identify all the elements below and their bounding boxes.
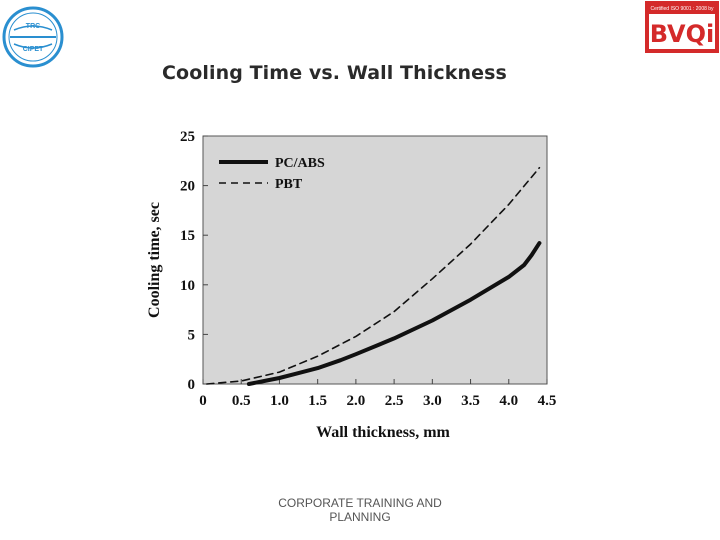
certification-text: Certified ISO 9001 : 2008 by <box>650 6 714 12</box>
y-tick-label: 25 <box>180 129 195 145</box>
footer: CORPORATE TRAINING AND PLANNING <box>250 496 470 524</box>
legend-label: PC/ABS <box>275 156 325 171</box>
slide-title: Cooling Time vs. Wall Thickness <box>162 62 507 84</box>
logo-text-top: TRC <box>26 23 40 30</box>
series-layer <box>206 166 542 386</box>
x-tick-label: 4.5 <box>538 393 557 409</box>
y-tick-label: 5 <box>188 327 196 343</box>
axis-ticks: 0 0.5 1.0 1.5 2.0 2.5 3.0 3.5 4.0 4.5 0 5 10 15 20 25 <box>180 129 556 409</box>
plot-area <box>202 135 548 385</box>
x-axis-title: Wall thickness, mm <box>316 424 450 440</box>
bvqi-logo-icon: Certified ISO 9001 : 2008 by BVQi <box>645 1 719 53</box>
x-tick-label: 0.5 <box>232 393 251 409</box>
bvqi-brand-text: BVQi <box>650 20 715 48</box>
x-tick-label: 4.0 <box>499 393 518 409</box>
series-line-pc-abs <box>246 241 542 386</box>
footer-line-1: CORPORATE TRAINING AND <box>278 496 442 510</box>
legend: PC/ABS PBT <box>219 156 325 192</box>
y-tick-label: 0 <box>188 377 196 393</box>
x-tick-label: 2.0 <box>347 393 366 409</box>
x-tick-label: 3.0 <box>423 393 442 409</box>
legend-label: PBT <box>275 177 303 192</box>
x-tick-label: 1.5 <box>308 393 327 409</box>
x-tick-label: 2.5 <box>385 393 404 409</box>
series-line-pbt <box>206 166 541 385</box>
footer-line-2: PLANNING <box>329 510 391 524</box>
y-tick-label: 20 <box>180 179 195 195</box>
y-tick-label: 15 <box>180 228 195 244</box>
cipet-emblem-icon: TRC CIPET <box>2 6 64 68</box>
logo-text-bottom: CIPET <box>23 46 44 53</box>
y-tick-label: 10 <box>180 278 195 294</box>
x-tick-label: 3.5 <box>461 393 480 409</box>
x-tick-label: 0 <box>199 393 207 409</box>
cooling-time-chart: 0 0.5 1.0 1.5 2.0 2.5 3.0 3.5 4.0 4.5 0 5 10 15 20 25 P… <box>146 129 556 440</box>
y-axis-title: Cooling time, sec <box>146 202 163 318</box>
x-tick-label: 1.0 <box>270 393 289 409</box>
